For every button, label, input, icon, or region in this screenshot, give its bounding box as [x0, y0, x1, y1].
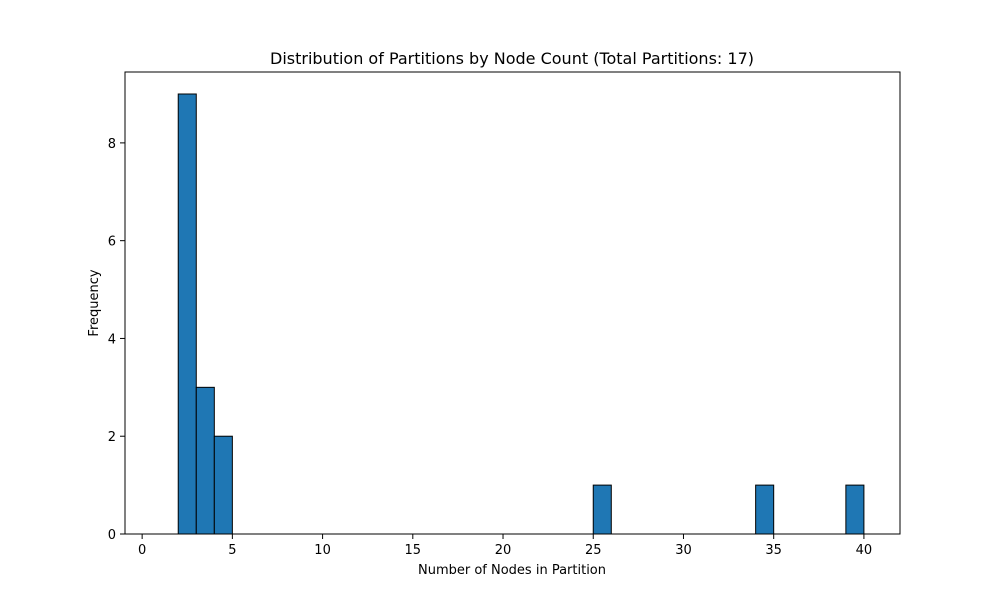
x-tick-label: 25 [585, 543, 602, 558]
x-tick-label: 15 [405, 543, 422, 558]
y-ticks-group: 0 2 4 6 8 [108, 137, 125, 543]
x-tick-label: 20 [495, 543, 512, 558]
x-tick-label: 35 [765, 543, 782, 558]
bars-group [160, 93, 865, 535]
y-axis-label: Frequency [87, 269, 102, 336]
x-ticks-group: 0 5 10 15 20 25 30 35 40 [138, 534, 872, 558]
histogram-bar-4-5 [213, 435, 233, 535]
x-tick-label: 30 [675, 543, 692, 558]
x-tick-label: 0 [138, 543, 146, 558]
y-tick-label: 4 [108, 332, 116, 347]
chart-title: Distribution of Partitions by Node Count… [270, 49, 754, 68]
histogram-bar-34-35 [755, 484, 775, 535]
x-tick-label: 5 [228, 543, 236, 558]
x-axis-label: Number of Nodes in Partition [418, 563, 606, 578]
x-tick-label: 40 [856, 543, 873, 558]
y-tick-label: 8 [108, 137, 116, 152]
y-tick-label: 6 [108, 235, 116, 250]
x-tick-label: 10 [314, 543, 331, 558]
histogram-bar-39-40 [845, 484, 865, 535]
histogram-bar-3-4 [195, 386, 215, 535]
y-tick-label: 2 [108, 430, 116, 445]
y-tick-label: 0 [108, 528, 116, 543]
plot-area-frame [124, 71, 901, 535]
histogram-bar-25-26 [592, 484, 612, 535]
histogram-bar-2-3 [177, 93, 197, 535]
